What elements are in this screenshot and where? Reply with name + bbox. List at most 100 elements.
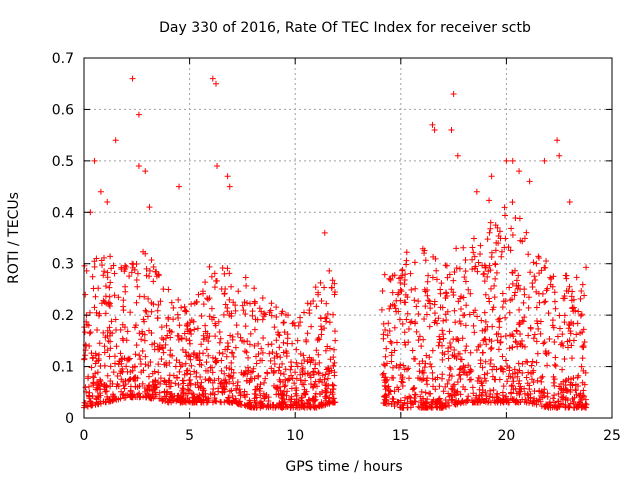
data-point (386, 391, 393, 398)
data-point (415, 310, 422, 317)
data-point (521, 235, 528, 242)
data-point (219, 350, 226, 357)
data-point (222, 346, 229, 353)
data-point (422, 404, 429, 411)
data-point (569, 355, 576, 362)
data-point (482, 291, 489, 298)
data-point (187, 380, 194, 387)
data-point (456, 265, 463, 272)
data-point (422, 360, 429, 367)
data-point (416, 360, 423, 367)
data-point (150, 263, 157, 270)
data-point (525, 304, 532, 311)
data-point (561, 356, 568, 363)
data-point (251, 326, 258, 333)
data-point (178, 398, 185, 405)
data-point (331, 280, 338, 287)
data-point (298, 360, 305, 367)
data-point (221, 377, 228, 384)
data-point (556, 312, 563, 319)
data-point (117, 350, 124, 357)
data-point (111, 292, 118, 299)
data-point (198, 379, 205, 386)
data-point (277, 354, 284, 361)
data-point (460, 312, 467, 319)
data-point (531, 331, 538, 338)
data-point (537, 330, 544, 337)
data-point (275, 367, 282, 374)
data-point (536, 299, 543, 306)
data-point (177, 363, 184, 370)
data-point (419, 358, 426, 365)
data-point (84, 403, 91, 410)
data-point (126, 273, 133, 280)
data-point (543, 402, 550, 409)
data-point (388, 401, 395, 408)
data-point (512, 385, 519, 392)
data-point (444, 274, 451, 281)
data-point (479, 364, 486, 371)
x-axis-label: GPS time / hours (285, 459, 402, 475)
data-point (452, 319, 459, 326)
data-point (198, 313, 205, 320)
data-point (572, 381, 579, 388)
data-point (426, 323, 433, 330)
data-point (331, 346, 338, 353)
data-point (521, 390, 528, 397)
data-point (509, 199, 516, 206)
data-point (523, 399, 530, 406)
data-point (509, 280, 516, 287)
data-point (536, 396, 543, 403)
data-point (143, 265, 150, 272)
data-point (197, 373, 204, 380)
data-point (87, 309, 94, 316)
data-point (423, 352, 430, 359)
data-point (322, 389, 329, 396)
data-point (393, 339, 400, 346)
data-point (529, 369, 536, 376)
data-point (542, 298, 549, 305)
data-point (513, 277, 520, 284)
data-point (477, 242, 484, 249)
data-point (505, 373, 512, 380)
data-point (85, 383, 92, 390)
data-point (136, 330, 143, 337)
data-point (292, 369, 299, 376)
data-point (581, 292, 588, 299)
data-point (154, 307, 161, 314)
data-point (180, 392, 187, 399)
data-point (498, 248, 505, 255)
data-point (454, 388, 461, 395)
data-point (193, 369, 200, 376)
data-point (230, 369, 237, 376)
data-point (131, 374, 138, 381)
data-point (176, 183, 183, 190)
data-point (580, 393, 587, 400)
data-point (141, 293, 148, 300)
data-point (221, 399, 228, 406)
data-point (257, 381, 264, 388)
data-point (202, 393, 209, 400)
data-point (262, 375, 269, 382)
data-point (155, 361, 162, 368)
y-axis-label: ROTI / TECUs (6, 192, 22, 284)
data-point (212, 398, 219, 405)
data-point (304, 330, 311, 337)
data-point (129, 264, 136, 271)
data-point (127, 393, 134, 400)
data-point (546, 401, 553, 408)
data-point (290, 404, 297, 411)
data-point (497, 339, 504, 346)
data-point (260, 334, 267, 341)
data-point (460, 294, 467, 301)
data-point (405, 339, 412, 346)
data-point (473, 188, 480, 195)
data-point (308, 323, 315, 330)
data-point (488, 173, 495, 180)
data-point (558, 381, 565, 388)
data-point (82, 291, 89, 298)
data-point (160, 286, 167, 293)
data-point (423, 311, 430, 318)
y-tick-label: 0.2 (52, 308, 74, 324)
data-point (440, 317, 447, 324)
